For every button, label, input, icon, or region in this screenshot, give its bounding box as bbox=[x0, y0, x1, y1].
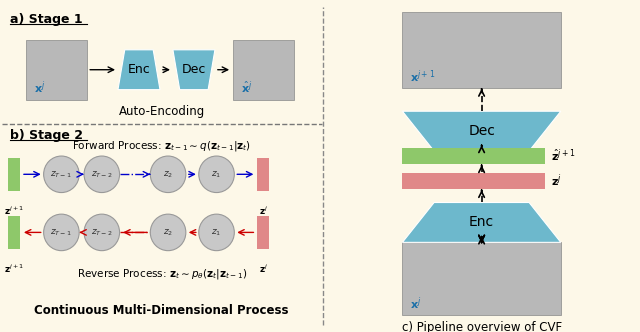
Text: $z_{T-2}$: $z_{T-2}$ bbox=[91, 227, 113, 238]
Text: $z_2$: $z_2$ bbox=[163, 227, 173, 238]
FancyBboxPatch shape bbox=[257, 158, 269, 191]
Text: $\mathbf{z}^{j+1}$: $\mathbf{z}^{j+1}$ bbox=[4, 262, 24, 275]
Polygon shape bbox=[118, 50, 160, 90]
Text: $\mathbf{z}^{j}$: $\mathbf{z}^{j}$ bbox=[259, 262, 268, 275]
Text: $\mathbf{z}^{j}$: $\mathbf{z}^{j}$ bbox=[259, 204, 268, 216]
Text: $z_{T-1}$: $z_{T-1}$ bbox=[51, 169, 72, 180]
Text: Auto-Encoding: Auto-Encoding bbox=[118, 105, 205, 118]
Text: $z_{T-1}$: $z_{T-1}$ bbox=[51, 227, 72, 238]
Text: $z_{T-2}$: $z_{T-2}$ bbox=[91, 169, 113, 180]
Text: Reverse Process: $\mathbf{z}_t{\sim}p_\theta(\mathbf{z}_t|\mathbf{z}_{t-1})$: Reverse Process: $\mathbf{z}_t{\sim}p_\t… bbox=[77, 267, 246, 281]
Text: Enc: Enc bbox=[469, 215, 494, 229]
Text: $\mathbf{x}^{j+1}$: $\mathbf{x}^{j+1}$ bbox=[410, 68, 436, 85]
Text: $\mathbf{x}^j$: $\mathbf{x}^j$ bbox=[34, 80, 45, 96]
Text: $z_2$: $z_2$ bbox=[163, 169, 173, 180]
FancyBboxPatch shape bbox=[403, 242, 561, 315]
Text: Dec: Dec bbox=[182, 63, 206, 76]
Circle shape bbox=[44, 214, 79, 251]
Text: $\hat{\mathbf{z}}^{j+1}$: $\hat{\mathbf{z}}^{j+1}$ bbox=[551, 148, 576, 164]
FancyBboxPatch shape bbox=[403, 148, 545, 164]
Text: Dec: Dec bbox=[468, 124, 495, 138]
Text: b) Stage 2: b) Stage 2 bbox=[10, 129, 83, 142]
Text: $z_1$: $z_1$ bbox=[211, 227, 221, 238]
Text: $\mathbf{z}^{j}$: $\mathbf{z}^{j}$ bbox=[551, 173, 562, 189]
FancyBboxPatch shape bbox=[257, 216, 269, 249]
Circle shape bbox=[44, 156, 79, 193]
Text: a) Stage 1: a) Stage 1 bbox=[10, 13, 83, 26]
Text: Enc: Enc bbox=[127, 63, 150, 76]
Text: Forward Process: $\mathbf{z}_{t-1}{\sim}q(\mathbf{z}_{t-1}|\mathbf{z}_t)$: Forward Process: $\mathbf{z}_{t-1}{\sim}… bbox=[72, 139, 251, 153]
Text: c) Pipeline overview of CVF: c) Pipeline overview of CVF bbox=[401, 320, 562, 332]
Circle shape bbox=[150, 214, 186, 251]
Circle shape bbox=[84, 156, 120, 193]
FancyBboxPatch shape bbox=[233, 40, 294, 100]
Polygon shape bbox=[173, 50, 215, 90]
Text: $z_1$: $z_1$ bbox=[211, 169, 221, 180]
FancyBboxPatch shape bbox=[8, 158, 20, 191]
Polygon shape bbox=[403, 203, 561, 242]
Text: $\mathbf{x}^{j}$: $\mathbf{x}^{j}$ bbox=[410, 295, 422, 312]
Text: Continuous Multi-Dimensional Process: Continuous Multi-Dimensional Process bbox=[35, 304, 289, 317]
FancyBboxPatch shape bbox=[26, 40, 87, 100]
FancyBboxPatch shape bbox=[8, 216, 20, 249]
Circle shape bbox=[84, 214, 120, 251]
Circle shape bbox=[150, 156, 186, 193]
FancyBboxPatch shape bbox=[403, 12, 561, 88]
Circle shape bbox=[199, 156, 234, 193]
Polygon shape bbox=[403, 111, 561, 151]
Text: $\mathbf{z}^{j+1}$: $\mathbf{z}^{j+1}$ bbox=[4, 204, 24, 216]
FancyBboxPatch shape bbox=[403, 173, 545, 189]
Circle shape bbox=[199, 214, 234, 251]
Text: $\hat{\mathbf{x}}^j$: $\hat{\mathbf{x}}^j$ bbox=[241, 80, 252, 96]
